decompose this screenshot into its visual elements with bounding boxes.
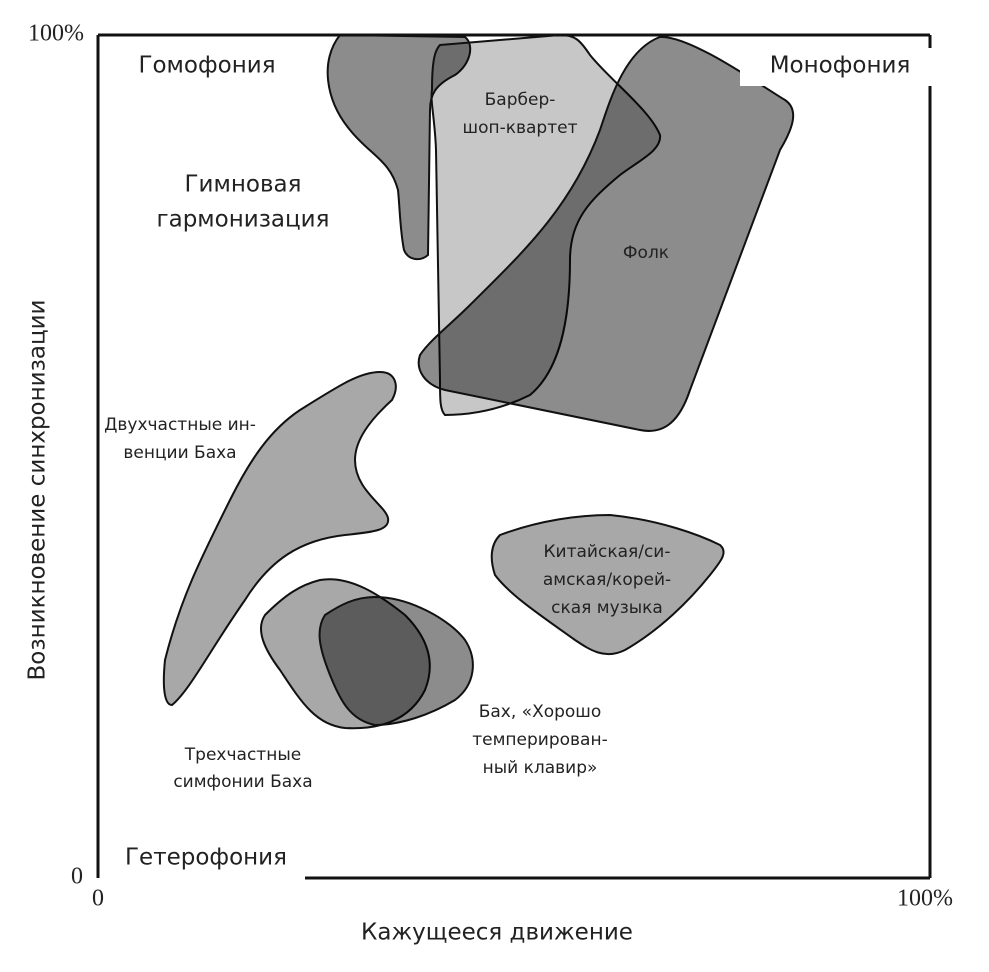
x-axis-label: Кажущееся движение (361, 920, 633, 946)
region-label: Фолк (623, 243, 669, 263)
y-axis-label: Возникновение синхронизации (25, 300, 51, 681)
y-tick-label: 100% (28, 21, 84, 47)
region-label: гармонизация (157, 207, 330, 233)
region-label: темперирован- (472, 730, 607, 750)
region-label: Трехчастные (184, 745, 301, 765)
x-tick-label: 0 (92, 886, 104, 912)
region-labels: Гимновая гармонизация Барбер-шоп-квартет Фо… (104, 90, 671, 792)
region-label: Бах, «Хорошо (479, 702, 602, 722)
region-folk (417, 35, 795, 432)
region-label: симфонии Баха (173, 772, 312, 792)
regions (162, 33, 795, 730)
region-label: Барбер- (485, 90, 556, 110)
region-label: шоп-квартет (463, 118, 578, 138)
x-tick-label: 100% (897, 886, 953, 912)
y-tick-label: 0 (71, 864, 83, 890)
frame (96, 33, 932, 880)
region-label: Китайская/си- (543, 542, 670, 562)
region-wtc (318, 595, 474, 727)
region-hymn (326, 33, 472, 261)
region-label: венции Баха (123, 443, 236, 463)
corner-label: Гомофония (138, 53, 275, 79)
region-label: ская музыка (551, 598, 663, 618)
label-backing (740, 48, 932, 86)
region-label: ный клавир» (483, 758, 598, 778)
region-asian (490, 513, 725, 656)
region-label: Двухчастные ин- (104, 415, 256, 435)
region-symphonies (260, 578, 431, 730)
corner-label: Монофония (770, 53, 911, 79)
region-inventions (162, 370, 397, 707)
region-label: Гимновая (185, 172, 302, 198)
region-label: амская/корей- (543, 570, 671, 590)
corner-label: Гетерофония (125, 845, 287, 871)
